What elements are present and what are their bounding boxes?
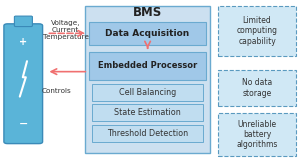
FancyBboxPatch shape [92,125,203,142]
Text: +: + [19,37,28,47]
Text: No data
storage: No data storage [242,78,272,98]
FancyBboxPatch shape [92,104,203,121]
FancyBboxPatch shape [218,113,296,156]
Text: BMS: BMS [133,6,163,19]
Text: Unreliable
battery
algorithms: Unreliable battery algorithms [236,119,278,149]
Text: Embedded Processor: Embedded Processor [98,61,197,70]
Text: Voltage,
Current,
Temperature: Voltage, Current, Temperature [43,20,89,40]
Text: Data Acquisition: Data Acquisition [106,29,190,38]
FancyBboxPatch shape [218,70,296,106]
FancyBboxPatch shape [92,84,203,101]
FancyBboxPatch shape [4,24,43,144]
FancyBboxPatch shape [218,6,296,56]
FancyBboxPatch shape [89,52,206,80]
Text: Controls: Controls [42,88,72,94]
Text: Limited
computing
capability: Limited computing capability [237,16,278,46]
Text: −: − [19,119,28,129]
Text: Cell Balancing: Cell Balancing [119,88,176,97]
Text: State Estimation: State Estimation [114,108,181,117]
FancyBboxPatch shape [89,22,206,45]
Text: Threshold Detection: Threshold Detection [107,129,188,138]
FancyBboxPatch shape [14,16,32,27]
FancyBboxPatch shape [85,6,210,153]
